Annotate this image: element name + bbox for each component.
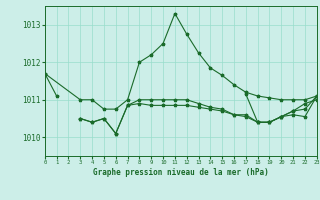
X-axis label: Graphe pression niveau de la mer (hPa): Graphe pression niveau de la mer (hPa) bbox=[93, 168, 269, 177]
